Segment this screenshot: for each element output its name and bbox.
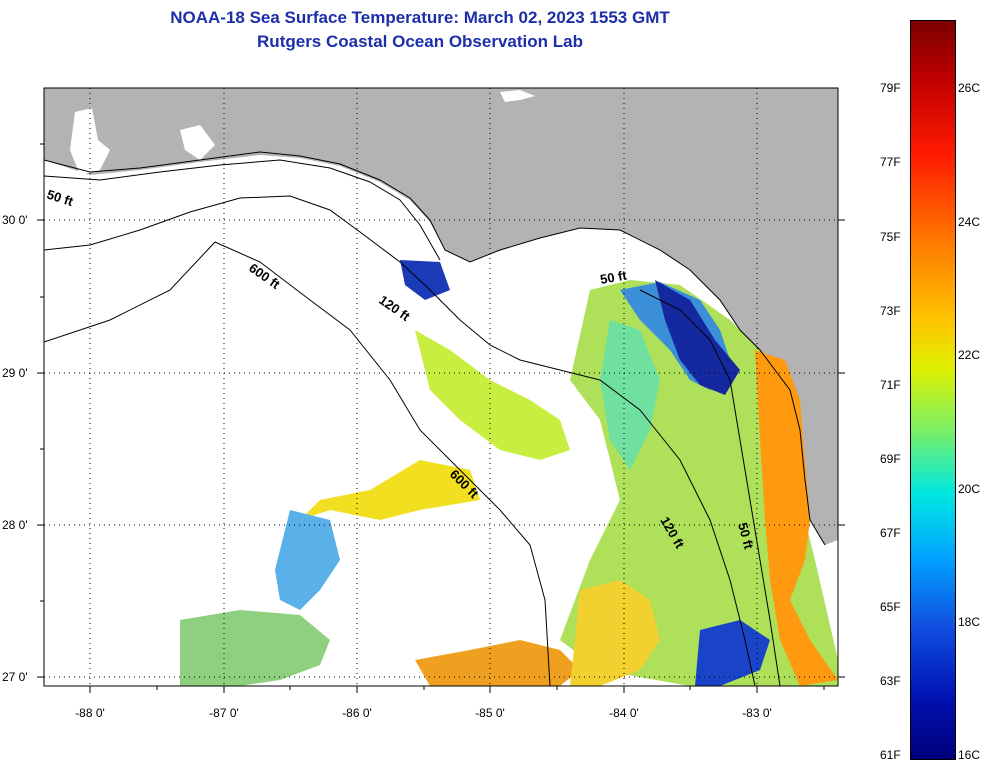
sst-data: [180, 260, 838, 686]
celsius-label: 22C: [958, 348, 981, 362]
mobile-bay: [70, 108, 110, 175]
sst-patch-southwest: [180, 610, 330, 686]
sst-patch-teal: [600, 320, 660, 470]
contour-label: 50 ft: [599, 267, 629, 287]
lat-label: 29 0': [2, 366, 28, 380]
fahrenheit-label: 65F: [880, 600, 901, 614]
contour-label: 50 ft: [735, 521, 757, 551]
lat-label: 27 0': [2, 670, 28, 684]
inland-lake: [500, 90, 535, 102]
celsius-label: 26C: [958, 81, 981, 95]
chart-subtitle: Rutgers Coastal Ocean Observation Lab: [257, 32, 583, 51]
lon-label: -87 0': [209, 706, 239, 720]
lon-label: -88 0': [75, 706, 105, 720]
lon-label: -83 0': [742, 706, 772, 720]
sst-patch-south-yellow: [570, 580, 660, 686]
celsius-label: 24C: [958, 215, 981, 229]
lat-label: 30 0': [2, 213, 28, 227]
axis-ticks: [37, 143, 845, 693]
fahrenheit-label: 69F: [880, 452, 901, 466]
sst-patch-south-orange: [415, 640, 580, 686]
fahrenheit-label: 79F: [880, 81, 901, 95]
sst-patch-apalachicola: [400, 260, 450, 300]
lon-label: -84 0': [609, 706, 639, 720]
celsius-label: 16C: [958, 748, 981, 762]
contour-50ft-east: [639, 289, 781, 686]
celsius-label: 20C: [958, 482, 981, 496]
sst-patch-yellow-band: [300, 460, 480, 520]
fahrenheit-label: 63F: [880, 674, 901, 688]
chart-title: NOAA-18 Sea Surface Temperature: March 0…: [170, 8, 670, 27]
lon-label: -86 0': [342, 706, 372, 720]
fahrenheit-label: 61F: [880, 748, 901, 762]
sst-patch-central: [415, 330, 570, 460]
fahrenheit-label: 73F: [880, 304, 901, 318]
contour-600ft: [44, 241, 551, 686]
lat-label: 28 0': [2, 518, 28, 532]
sst-patch-west-blue: [275, 510, 340, 610]
map-frame: [43, 87, 839, 687]
lon-label: -85 0': [475, 706, 505, 720]
fahrenheit-label: 71F: [880, 378, 901, 392]
contour-50ft-north: [44, 159, 441, 261]
sst-patch-coastal-warm: [755, 350, 838, 686]
fahrenheit-label: 67F: [880, 526, 901, 540]
contour-120ft: [44, 195, 756, 686]
celsius-label: 18C: [958, 615, 981, 629]
pensacola-bay: [180, 125, 215, 160]
coastline: [44, 151, 826, 546]
fahrenheit-label: 75F: [880, 230, 901, 244]
fahrenheit-label: 77F: [880, 155, 901, 169]
sst-patch-coldest: [655, 280, 740, 395]
temperature-colorbar: [910, 20, 956, 760]
